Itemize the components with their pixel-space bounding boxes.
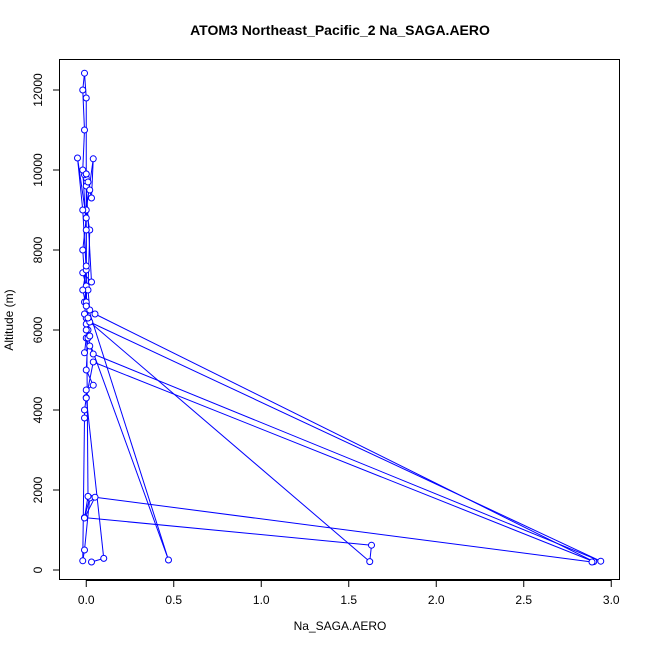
data-point <box>91 493 99 501</box>
data-point <box>597 557 605 565</box>
data-point <box>82 386 90 394</box>
series-segment <box>84 497 91 551</box>
data-point <box>74 154 81 162</box>
data-point <box>81 349 88 357</box>
data-point <box>84 314 92 322</box>
y-tick-label: 12000 <box>31 73 45 107</box>
x-tick-label: 1.5 <box>340 593 357 607</box>
series-segment <box>77 157 84 211</box>
data-point <box>91 310 99 318</box>
data-point <box>79 86 87 94</box>
data-point <box>84 178 92 186</box>
series-segment <box>93 361 594 563</box>
data-point <box>82 94 90 102</box>
series-segment <box>84 496 96 519</box>
series-segment <box>87 337 169 561</box>
y-axis: 0 2000 4000 6000 8000 10000 12000 <box>31 73 60 573</box>
series-segment <box>85 397 105 559</box>
data-point <box>82 366 90 374</box>
x-tick-label: 0.5 <box>165 593 182 607</box>
data-point <box>89 155 97 163</box>
series-segment <box>89 321 371 562</box>
y-tick-label: 8000 <box>31 236 45 263</box>
series-segment <box>82 129 85 171</box>
series-segment <box>82 417 85 561</box>
data-point <box>88 278 95 286</box>
y-tick-label: 4000 <box>31 396 45 423</box>
data-point <box>82 394 90 402</box>
x-tick-label: 1.0 <box>253 593 270 607</box>
series-segment <box>89 321 601 562</box>
series-segment <box>82 209 87 271</box>
data-point <box>84 492 92 500</box>
x-axis: 0.0 0.5 1.0 1.5 2.0 2.5 3.0 <box>78 580 620 607</box>
series-points <box>74 69 605 566</box>
chart-title: ATOM3 Northeast_Pacific_2 Na_SAGA.AERO <box>190 22 490 38</box>
series-segment <box>93 353 601 562</box>
series-segment <box>87 229 91 291</box>
data-point <box>86 342 94 350</box>
data-point <box>89 358 97 366</box>
data-point <box>86 186 94 194</box>
data-point <box>82 302 90 310</box>
y-axis-label: Altitude (m) <box>2 289 16 350</box>
data-point <box>88 558 95 566</box>
data-point <box>82 170 90 178</box>
data-point <box>368 541 375 549</box>
data-point <box>81 69 88 77</box>
data-point <box>89 350 97 358</box>
data-point <box>366 558 374 566</box>
data-point <box>86 332 94 340</box>
data-point <box>88 194 95 202</box>
x-axis-label: Na_SAGA.AERO <box>294 619 387 633</box>
series-segment <box>84 73 87 99</box>
series-segment <box>94 313 594 563</box>
plot-frame <box>59 59 620 580</box>
series-segment <box>82 249 87 303</box>
y-tick-label: 10000 <box>31 153 45 187</box>
x-tick-label: 0.0 <box>78 593 95 607</box>
data-point <box>81 406 88 414</box>
data-point <box>82 262 90 270</box>
data-point <box>81 546 88 554</box>
y-tick-label: 2000 <box>31 476 45 503</box>
data-point <box>82 214 90 222</box>
x-tick-label: 2.5 <box>515 593 532 607</box>
data-point <box>588 558 596 566</box>
x-tick-label: 3.0 <box>603 593 620 607</box>
data-point <box>81 514 88 522</box>
series-line <box>77 73 601 563</box>
series-segment <box>84 517 372 546</box>
series-segment <box>85 301 169 561</box>
data-point <box>81 414 88 422</box>
series-segment <box>94 496 593 563</box>
data-point <box>79 206 87 214</box>
data-point <box>82 226 90 234</box>
y-tick-label: 6000 <box>31 316 45 343</box>
data-point <box>79 286 87 294</box>
data-point <box>79 557 87 565</box>
data-point <box>165 556 172 564</box>
data-point <box>82 326 90 334</box>
data-point <box>81 126 88 134</box>
x-tick-label: 2.0 <box>428 593 445 607</box>
data-point <box>100 554 108 562</box>
data-point <box>79 246 87 254</box>
data-point <box>89 381 97 389</box>
y-tick-label: 0 <box>31 566 45 573</box>
